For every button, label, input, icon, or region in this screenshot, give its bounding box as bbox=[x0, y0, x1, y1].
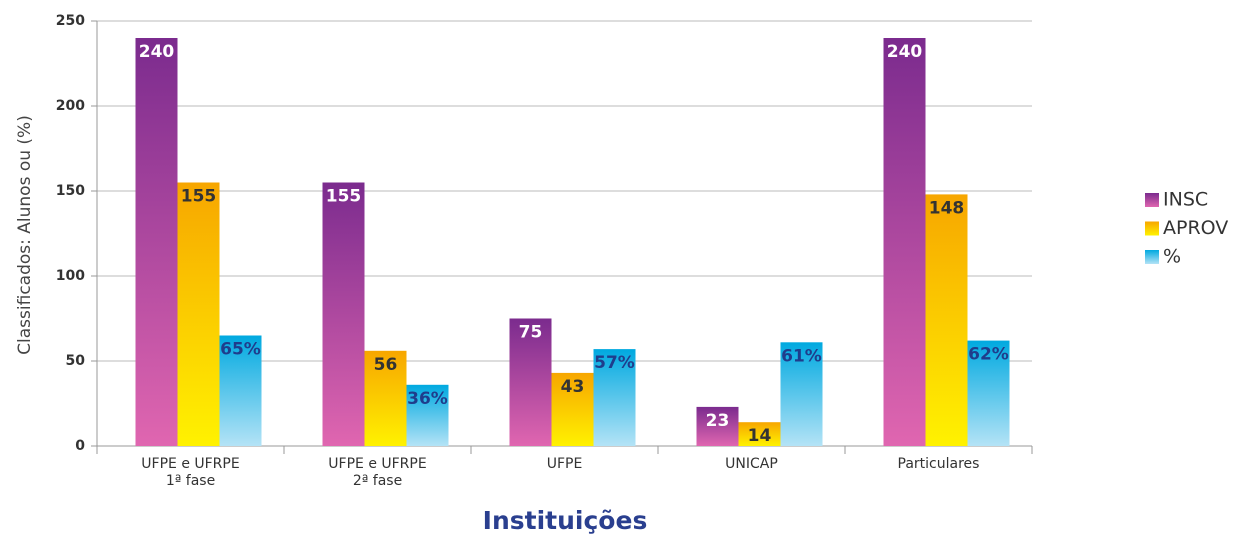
x-tick-label: Particulares bbox=[897, 456, 980, 472]
bar bbox=[925, 194, 968, 446]
data-label: 23 bbox=[706, 411, 730, 431]
y-tick-label: 150 bbox=[56, 183, 85, 199]
bar bbox=[509, 318, 552, 446]
data-label: 65% bbox=[220, 340, 261, 360]
legend-label: INSC bbox=[1163, 189, 1208, 211]
y-tick-label: 0 bbox=[75, 438, 85, 454]
bar bbox=[551, 372, 594, 446]
bar bbox=[738, 422, 781, 446]
data-label: 14 bbox=[748, 426, 772, 446]
bar bbox=[322, 182, 365, 446]
data-label: 240 bbox=[139, 42, 175, 62]
x-axis-title: Instituições bbox=[483, 506, 648, 535]
data-label: 155 bbox=[181, 187, 217, 207]
data-label: 43 bbox=[561, 377, 585, 397]
bar bbox=[406, 384, 449, 446]
legend-swatch bbox=[1145, 193, 1159, 207]
legend-swatch bbox=[1145, 250, 1159, 264]
data-label: 56 bbox=[374, 355, 398, 375]
x-tick-label: UNICAP bbox=[725, 456, 778, 472]
legend-swatch bbox=[1145, 221, 1159, 236]
x-tick-label: UFPE e UFRPE 1ª fase bbox=[141, 456, 240, 489]
bar bbox=[883, 38, 926, 446]
data-label: 148 bbox=[929, 198, 965, 218]
legend-label: APROV bbox=[1163, 217, 1228, 239]
x-tick-label: UFPE bbox=[546, 456, 583, 472]
data-label: 61% bbox=[781, 346, 822, 366]
bar bbox=[780, 342, 823, 446]
data-label: 240 bbox=[887, 42, 923, 62]
data-label: 62% bbox=[968, 345, 1009, 365]
y-tick-label: 100 bbox=[56, 268, 85, 284]
bar bbox=[364, 350, 407, 446]
bar bbox=[967, 340, 1010, 446]
y-tick-label: 50 bbox=[66, 353, 86, 369]
x-tick-label: UFPE e UFRPE 2ª fase bbox=[328, 456, 427, 489]
bar bbox=[219, 335, 262, 446]
bar bbox=[593, 349, 636, 446]
y-tick-label: 200 bbox=[56, 98, 85, 114]
y-axis-title: Classificados: Alunos ou (%) bbox=[15, 115, 35, 355]
data-label: 57% bbox=[594, 353, 635, 373]
data-label: 36% bbox=[407, 389, 448, 409]
data-label: 155 bbox=[326, 187, 362, 207]
bar bbox=[177, 182, 220, 446]
bar bbox=[696, 406, 739, 446]
data-label: 75 bbox=[519, 323, 543, 343]
legend-label: % bbox=[1163, 246, 1181, 268]
y-tick-label: 250 bbox=[56, 13, 85, 29]
bar bbox=[135, 38, 178, 446]
